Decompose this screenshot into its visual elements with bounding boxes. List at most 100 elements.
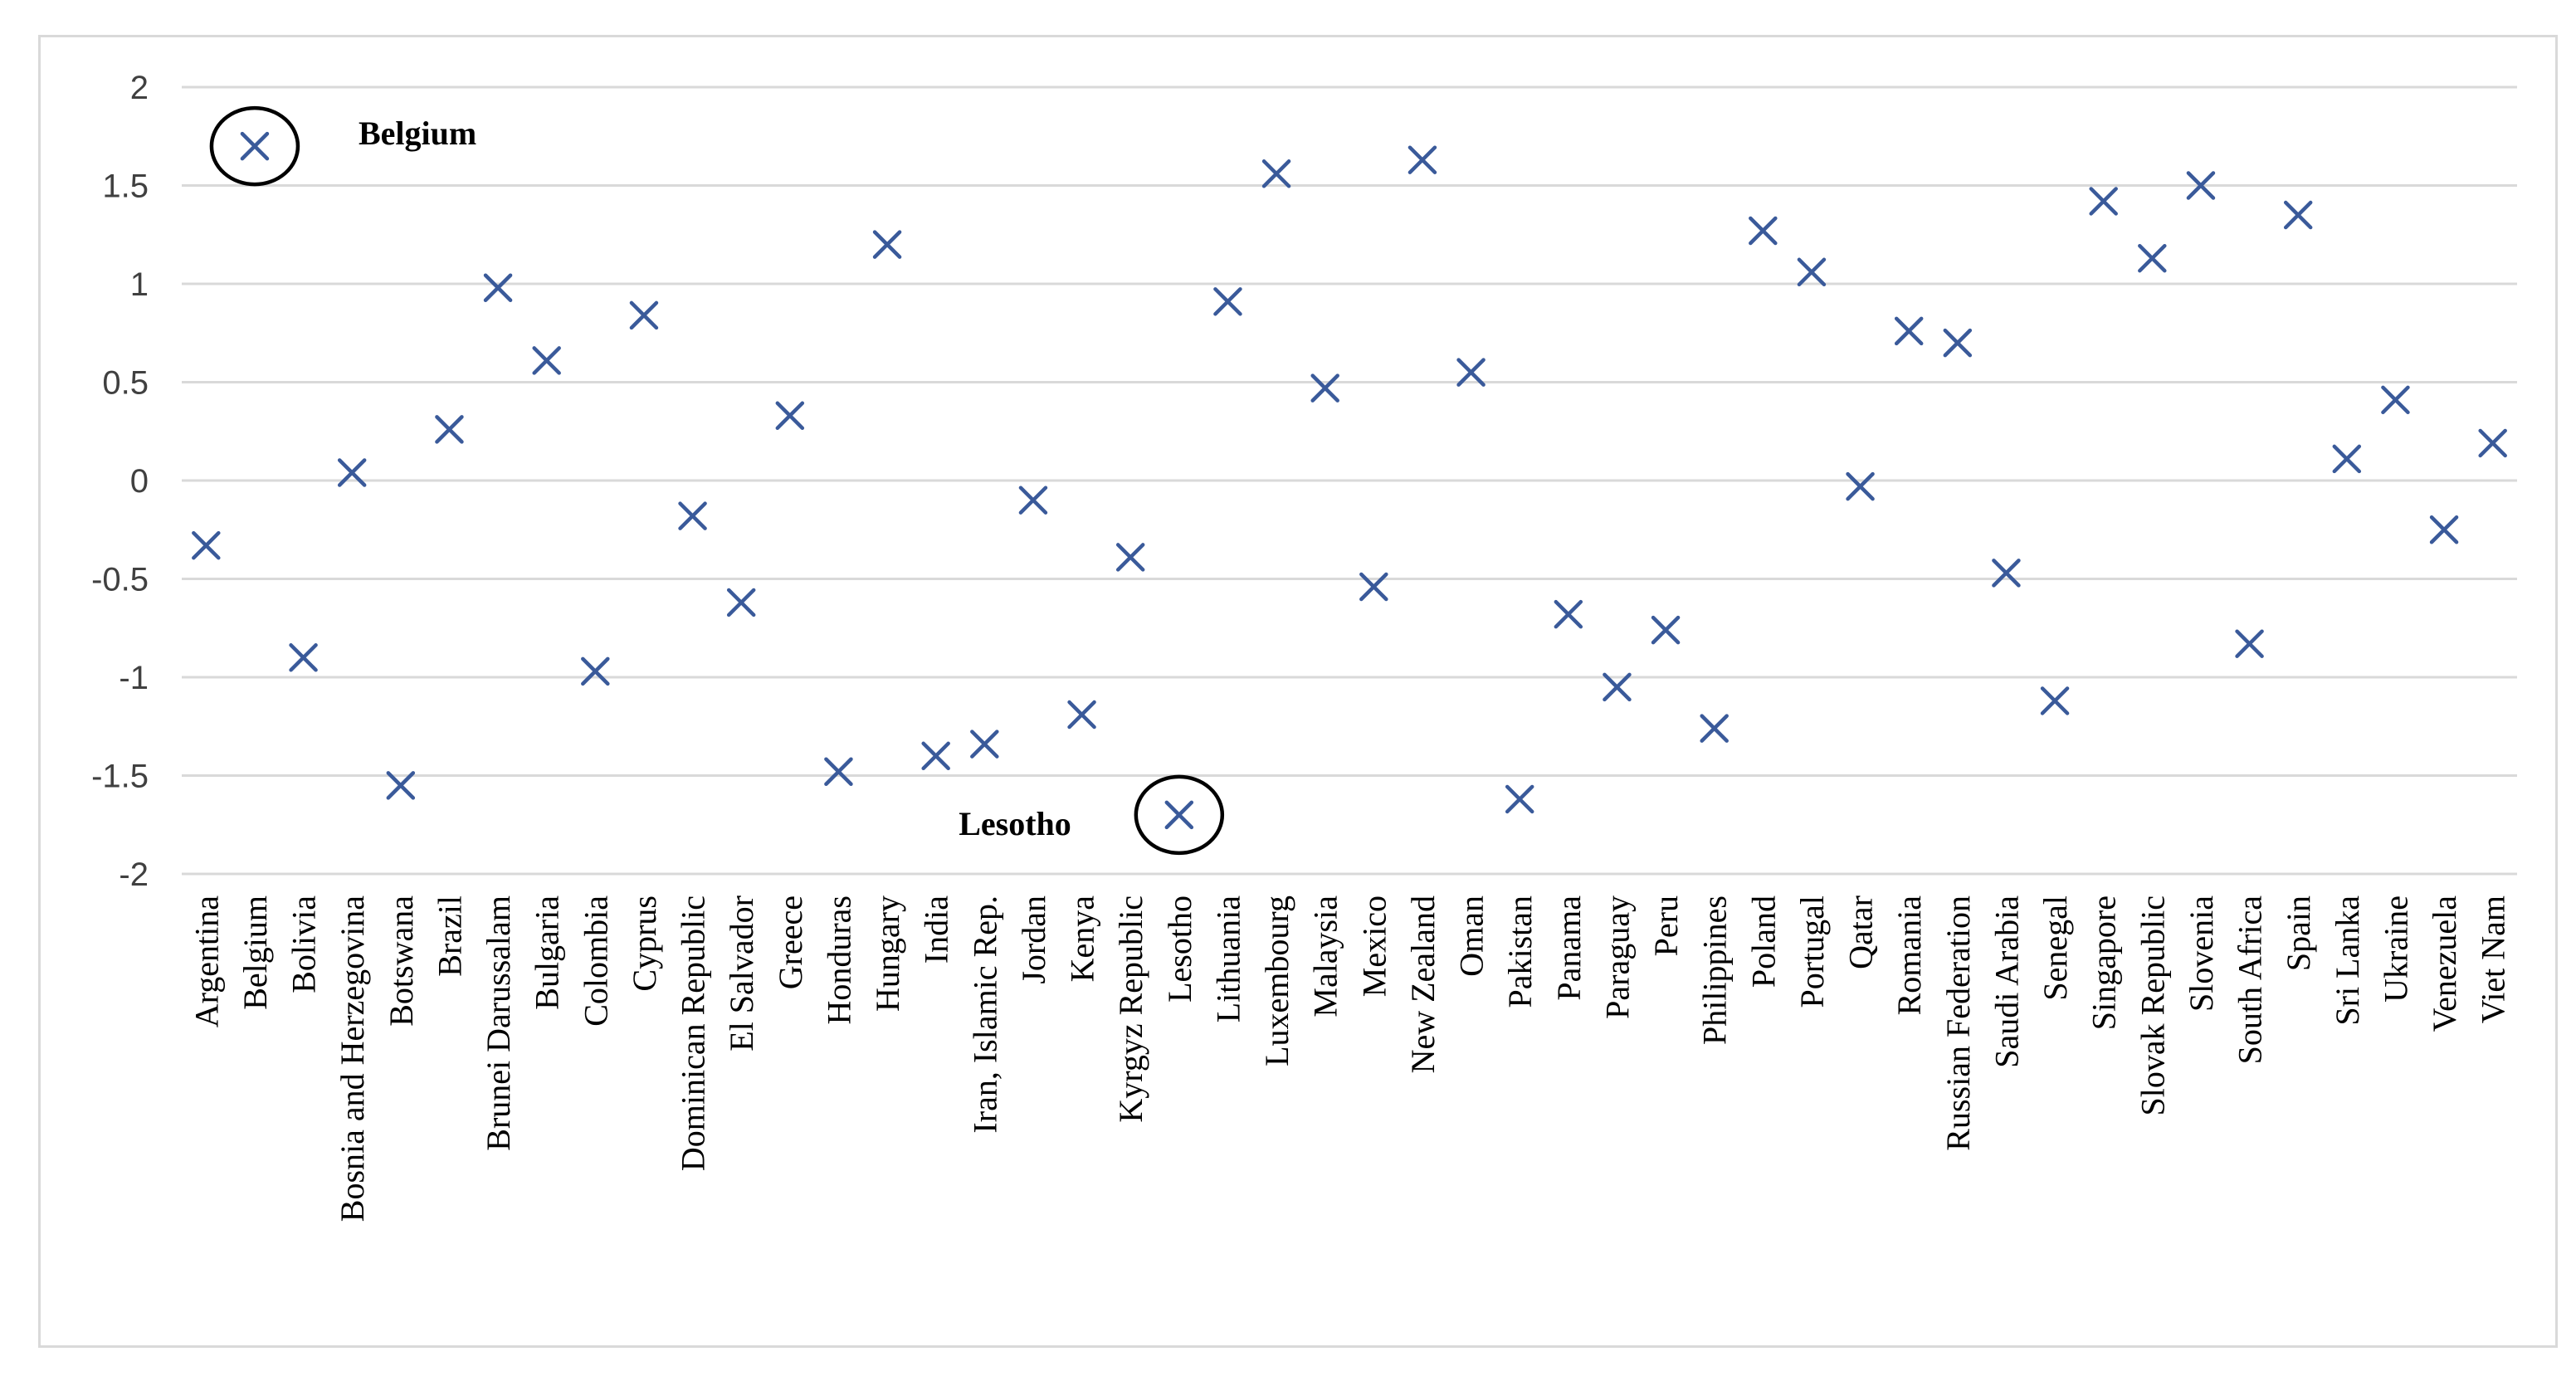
y-tick-label: -0.5 bbox=[91, 562, 149, 598]
data-point bbox=[2089, 187, 2118, 216]
chart-frame: 2 1.5 1 0.5 0 -0.5 -1 -1.5 -2 Argentina Belgium Bo… bbox=[38, 35, 2558, 1348]
data-point bbox=[1213, 287, 1242, 316]
data-point bbox=[386, 771, 416, 800]
highlight-ring bbox=[209, 105, 300, 187]
data-point bbox=[1700, 714, 1729, 743]
data-point bbox=[629, 300, 659, 330]
data-point bbox=[1456, 358, 1486, 387]
data-point bbox=[1554, 599, 1583, 629]
highlight-ring bbox=[1134, 774, 1225, 856]
x-tick-label: Brazil bbox=[431, 895, 468, 977]
y-tick-label: 1.5 bbox=[102, 168, 149, 205]
x-tick-label: Saudi Arabia bbox=[1988, 895, 2025, 1068]
data-point bbox=[1261, 159, 1291, 188]
x-tick-label: Slovenia bbox=[2183, 895, 2220, 1012]
data-point bbox=[1067, 700, 1096, 730]
x-tick-label: Bolivia bbox=[285, 895, 323, 993]
annotation-label: Lesotho bbox=[959, 805, 1071, 842]
x-tick-label: Viet Nam bbox=[2475, 895, 2512, 1023]
x-tick-label: Belgium bbox=[237, 895, 274, 1010]
data-point bbox=[532, 346, 561, 375]
y-tick-label: -1.5 bbox=[91, 759, 149, 795]
data-point bbox=[1749, 216, 1778, 246]
x-tick-label: Venezuela bbox=[2426, 895, 2463, 1032]
x-tick-label: Sri Lanka bbox=[2329, 895, 2366, 1026]
x-tick-label: Mexico bbox=[1355, 895, 1393, 997]
x-tick-label: Bosnia and Herzegovina bbox=[334, 895, 371, 1222]
x-tick-label: Iran, Islamic Rep. bbox=[966, 895, 1003, 1134]
x-tick-label: Panama bbox=[1550, 895, 1588, 1001]
annotation-label: Belgium bbox=[359, 115, 476, 152]
x-tick-label: Philippines bbox=[1696, 895, 1734, 1045]
x-tick-label: India bbox=[918, 895, 955, 964]
data-point bbox=[1603, 672, 1632, 702]
x-tick-label: Senegal bbox=[2037, 895, 2074, 1001]
data-point bbox=[240, 131, 270, 161]
data-point bbox=[872, 230, 902, 259]
x-tick-label: Malaysia bbox=[1307, 895, 1344, 1017]
x-tick-label: Poland bbox=[1744, 895, 1782, 988]
x-tick-label: Brunei Darussalam bbox=[480, 895, 517, 1151]
data-point bbox=[1164, 800, 1194, 830]
y-tick-label: -1 bbox=[119, 660, 149, 696]
data-point bbox=[2381, 385, 2410, 415]
x-tick-label: Bulgaria bbox=[529, 895, 566, 1010]
data-point bbox=[2478, 428, 2507, 458]
scatter-chart: 2 1.5 1 0.5 0 -0.5 -1 -1.5 -2 Argentina Belgium Bo… bbox=[91, 70, 2517, 1222]
data-point bbox=[1797, 257, 1827, 287]
data-point bbox=[1505, 784, 1534, 814]
x-tick-label: Oman bbox=[1453, 895, 1490, 977]
x-tick-label: Cyprus bbox=[626, 895, 663, 992]
x-axis-ticks: Argentina Belgium Bolivia Bosnia and Herzeg… bbox=[188, 895, 2511, 1222]
data-point bbox=[1115, 543, 1145, 572]
data-point bbox=[970, 730, 999, 759]
x-tick-label: Portugal bbox=[1793, 895, 1831, 1008]
data-point bbox=[678, 501, 707, 530]
grid-layer bbox=[182, 85, 2517, 876]
x-tick-label: Kyrgyz Republic bbox=[1112, 895, 1149, 1123]
x-tick-label: Pakistan bbox=[1501, 895, 1539, 1008]
data-point bbox=[435, 415, 464, 444]
y-tick-label: 1 bbox=[130, 266, 149, 303]
data-point bbox=[1359, 572, 1388, 602]
x-tick-label: Hungary bbox=[869, 895, 906, 1012]
data-point bbox=[483, 273, 513, 302]
data-point bbox=[2138, 243, 2167, 273]
data-point bbox=[1310, 373, 1339, 403]
data-point bbox=[2186, 171, 2216, 200]
x-tick-label: Peru bbox=[1647, 895, 1685, 956]
data-point bbox=[337, 458, 367, 487]
x-tick-label: Lithuania bbox=[1209, 895, 1247, 1023]
x-tick-label: Spain bbox=[2280, 895, 2317, 971]
y-tick-label: 0 bbox=[130, 463, 149, 500]
x-tick-label: Qatar bbox=[1842, 895, 1880, 969]
x-tick-label: Paraguay bbox=[1598, 895, 1636, 1019]
data-point bbox=[289, 643, 318, 672]
data-points bbox=[192, 131, 2507, 830]
y-tick-label: 0.5 bbox=[102, 365, 149, 402]
data-point bbox=[2235, 629, 2264, 658]
x-tick-label: Botswana bbox=[383, 895, 420, 1027]
annotations: Belgium Lesotho bbox=[209, 105, 1225, 856]
x-tick-label: New Zealand bbox=[1404, 895, 1442, 1073]
x-tick-label: Greece bbox=[772, 895, 809, 989]
x-tick-label: Russian Federation bbox=[1939, 895, 1977, 1151]
data-point bbox=[1943, 328, 1973, 358]
data-point bbox=[581, 656, 610, 686]
data-point bbox=[2332, 444, 2362, 474]
x-tick-label: Luxembourg bbox=[1258, 895, 1295, 1066]
data-point bbox=[1846, 471, 1875, 501]
data-point bbox=[192, 530, 221, 560]
y-tick-label: -2 bbox=[119, 856, 149, 893]
data-point bbox=[921, 741, 950, 771]
data-point bbox=[2040, 686, 2070, 715]
x-tick-label: Kenya bbox=[1064, 895, 1101, 983]
x-tick-label: Colombia bbox=[577, 895, 614, 1027]
x-tick-label: Romania bbox=[1891, 895, 1928, 1016]
data-point bbox=[1894, 316, 1924, 346]
x-tick-label: Slovak Republic bbox=[2134, 895, 2171, 1116]
x-tick-label: Honduras bbox=[820, 895, 857, 1025]
y-tick-label: 2 bbox=[130, 70, 149, 106]
data-point bbox=[1651, 615, 1681, 645]
data-point bbox=[2283, 200, 2313, 230]
